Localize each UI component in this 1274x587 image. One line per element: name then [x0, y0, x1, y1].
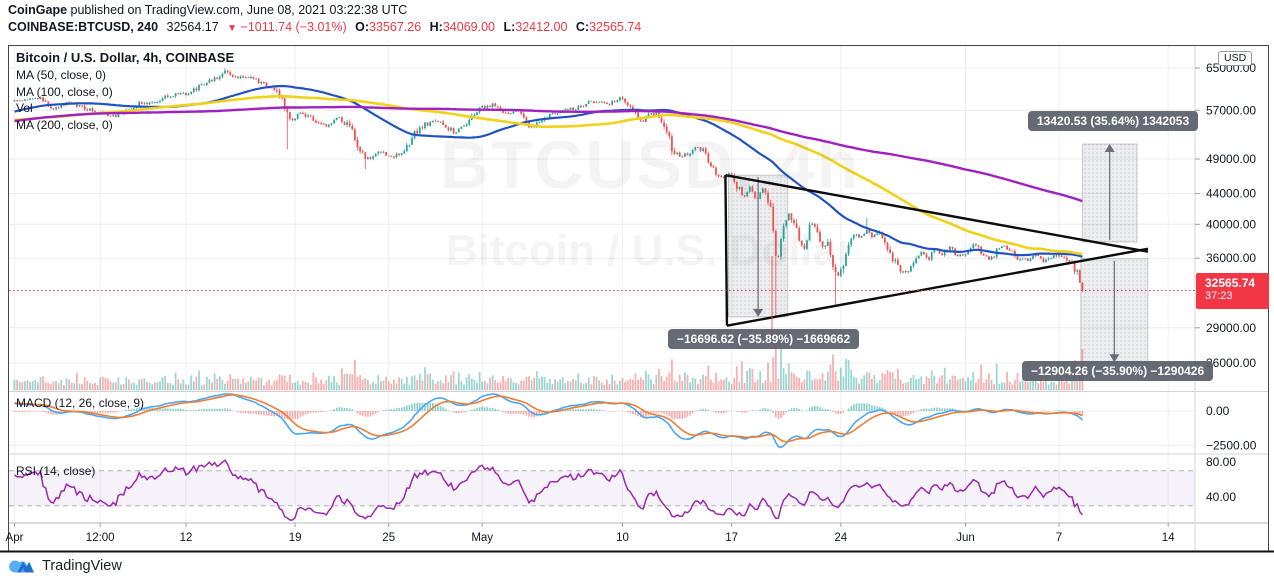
svg-text:19: 19 [289, 532, 302, 544]
close-value: 32565.74 [589, 20, 642, 34]
svg-text:−2500.00: −2500.00 [1206, 438, 1257, 452]
measure-up-label: 13420.53 (35.64%) 1342053 [1028, 111, 1199, 131]
svg-text:80.00: 80.00 [1206, 455, 1236, 469]
svg-text:29000.00: 29000.00 [1206, 321, 1256, 335]
svg-text:40000.00: 40000.00 [1206, 217, 1256, 231]
svg-text:7: 7 [1056, 532, 1062, 544]
svg-text:49000.00: 49000.00 [1206, 152, 1256, 166]
low-value: 32412.00 [515, 20, 568, 34]
svg-text:10: 10 [616, 532, 629, 544]
svg-text:12: 12 [180, 532, 193, 544]
svg-text:25: 25 [382, 532, 395, 544]
legend-ma200[interactable]: MA (200, close, 0) [16, 118, 113, 132]
svg-text:26000.00: 26000.00 [1206, 356, 1256, 370]
svg-text:Jun: Jun [956, 532, 975, 544]
legend-volume[interactable]: Vol [16, 101, 33, 115]
legend-ma50[interactable]: MA (50, close, 0) [16, 68, 107, 82]
measure-down-right-label: −12904.26 (−35.90%) −1290426 [1022, 361, 1214, 381]
bar-countdown: 37:23 [1205, 290, 1233, 302]
low-label: L: [503, 20, 516, 34]
svg-text:0.00: 0.00 [1206, 404, 1230, 418]
last-price: 32564.17 [166, 20, 219, 34]
publish-text: published on TradingView.com, June 08, 2… [67, 3, 408, 17]
legend-ma100[interactable]: MA (100, close, 0) [16, 85, 113, 99]
publisher-name: CoinGape [8, 3, 68, 17]
chart-title[interactable]: Bitcoin / U.S. Dollar, 4h, COINBASE [16, 50, 235, 65]
measure-down-left-label: −16696.62 (−35.89%) −1669662 [668, 329, 860, 349]
svg-text:12:00: 12:00 [86, 532, 115, 544]
tradingview-attribution[interactable]: TradingView [8, 557, 122, 575]
high-value: 34069.00 [442, 20, 495, 34]
symbol-name[interactable]: COINBASE:BTCUSD, 240 [8, 20, 159, 34]
symbol-status-line: COINBASE:BTCUSD, 240 32564.17 ▼ −1011.74… [8, 20, 641, 34]
svg-text:36000.00: 36000.00 [1206, 251, 1256, 265]
currency-unit-badge[interactable]: USD [1218, 51, 1253, 66]
close-label: C: [575, 20, 590, 34]
down-arrow-icon: ▼ [227, 23, 238, 34]
open-label: O: [355, 20, 370, 34]
svg-text:44000.00: 44000.00 [1206, 187, 1256, 201]
tradingview-brand-text: TradingView [42, 558, 122, 574]
legend-macd[interactable]: MACD (12, 26, close, 9) [16, 396, 145, 410]
svg-text:57000.00: 57000.00 [1206, 103, 1256, 117]
svg-text:40.00: 40.00 [1206, 490, 1236, 504]
price-change: −1011.74 (−3.01%) [240, 20, 347, 34]
legend-rsi[interactable]: RSI (14, close) [16, 464, 96, 478]
open-value: 33567.26 [369, 20, 422, 34]
tradingview-logo-icon [9, 560, 34, 573]
svg-text:May: May [471, 532, 493, 544]
high-label: H: [429, 20, 443, 34]
svg-text:24: 24 [834, 532, 847, 544]
svg-text:17: 17 [725, 532, 738, 544]
last-price-tag: 32565.74 37:23 [1196, 273, 1269, 309]
svg-text:Apr: Apr [6, 532, 24, 544]
last-price-tag-value: 32565.74 [1205, 276, 1256, 290]
publish-info: CoinGape published on TradingView.com, J… [8, 3, 407, 17]
svg-text:14: 14 [1162, 532, 1175, 544]
